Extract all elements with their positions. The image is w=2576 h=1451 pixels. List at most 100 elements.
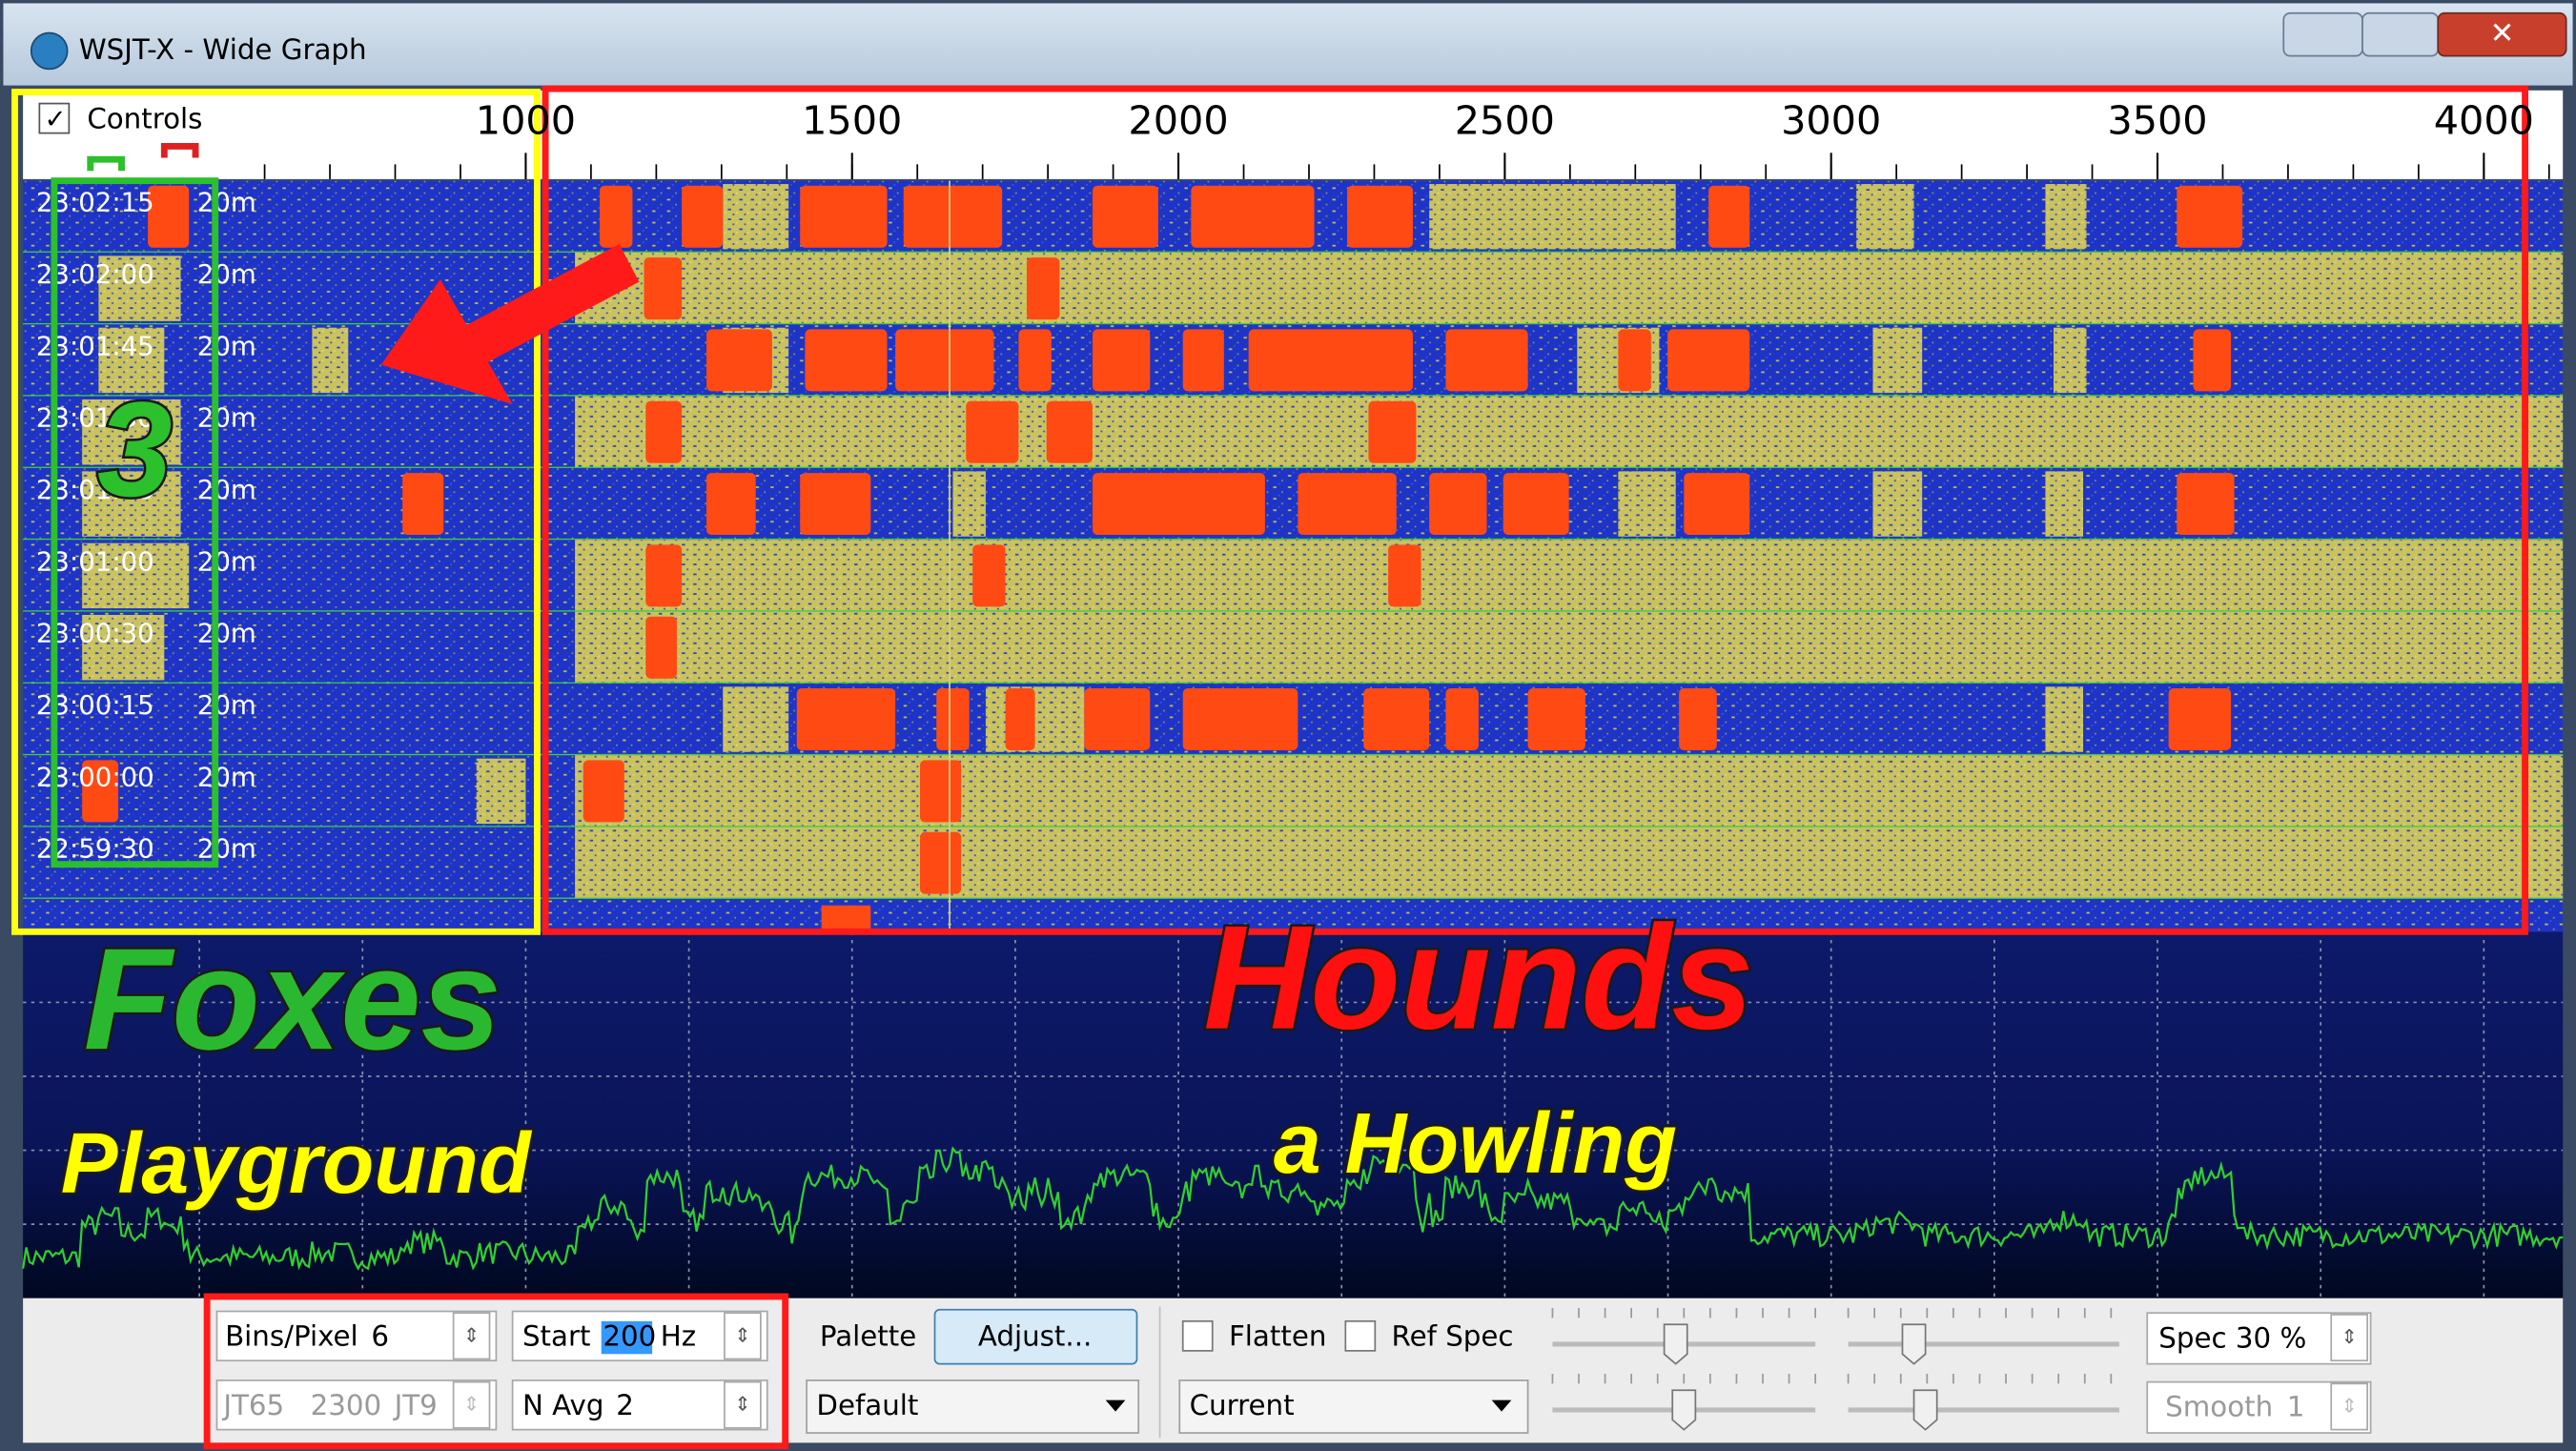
app-icon xyxy=(31,32,68,69)
band-label: 20m xyxy=(197,330,256,361)
strong-signal xyxy=(1047,401,1093,463)
close-icon: ✕ xyxy=(2489,16,2514,51)
signal-band xyxy=(2045,686,2083,751)
signal-band xyxy=(575,612,2563,684)
signal-band xyxy=(723,184,788,249)
strong-signal xyxy=(797,688,895,750)
strong-signal xyxy=(1093,186,1158,248)
wide-graph-window: WSJT-X - Wide Graph ✕ ✓ Controls 23:02:1… xyxy=(0,0,2576,1451)
start-unit: Hz xyxy=(661,1320,696,1353)
strong-signal xyxy=(1429,473,1486,535)
spinner-arrows: ⇕ xyxy=(2341,1325,2358,1348)
slider-handle[interactable] xyxy=(1665,1324,1687,1363)
strong-signal xyxy=(1298,473,1396,535)
strong-signal xyxy=(822,906,871,932)
band-label: 20m xyxy=(197,187,256,218)
strong-signal xyxy=(1667,329,1749,391)
strong-signal xyxy=(966,401,1018,463)
strong-signal xyxy=(1368,401,1416,463)
strong-signal xyxy=(1249,329,1413,391)
n-avg-label: N Avg xyxy=(522,1389,603,1421)
bins-pixel-label: Bins/Pixel xyxy=(225,1320,358,1353)
signal-band xyxy=(1856,184,1913,249)
strong-signal xyxy=(920,832,961,894)
mode-right: JT9 xyxy=(393,1389,438,1421)
strong-signal xyxy=(600,186,632,248)
strong-signal xyxy=(1006,688,1035,750)
strong-signal xyxy=(1503,473,1569,535)
maximize-button[interactable] xyxy=(2362,13,2438,56)
flatten-checkbox[interactable] xyxy=(1183,1321,1213,1351)
spec-label: Spec 30 % xyxy=(2158,1321,2306,1354)
strong-signal xyxy=(1191,186,1314,248)
slider-handle[interactable] xyxy=(1914,1390,1937,1429)
strong-signal xyxy=(920,760,961,822)
bins-pixel-value: 6 xyxy=(371,1320,389,1353)
smooth-label: Smooth xyxy=(2165,1391,2273,1423)
strong-signal xyxy=(706,473,756,535)
strong-signal xyxy=(1084,688,1150,750)
strong-signal xyxy=(1018,329,1051,391)
strong-signal xyxy=(1445,329,1527,391)
strong-signal xyxy=(1679,688,1717,750)
signal-band xyxy=(2045,184,2086,249)
strong-signal xyxy=(1183,688,1298,750)
strong-signal xyxy=(1027,257,1059,319)
foxes-label: Foxes xyxy=(84,919,501,1080)
title-bar xyxy=(3,3,2572,85)
signal-band xyxy=(1872,471,1922,536)
slot-count: 3 xyxy=(97,374,173,524)
mode-split: 2300 xyxy=(311,1389,382,1421)
spinner-arrows: ⇕ xyxy=(734,1323,750,1346)
page: WSJT-X - Wide Graph ✕ ✓ Controls 23:02:1… xyxy=(0,0,2576,1451)
strong-signal xyxy=(1388,544,1421,606)
signal-band xyxy=(1618,471,1675,536)
adjust-button-label: Adjust... xyxy=(978,1320,1092,1353)
band-label: 20m xyxy=(197,474,256,505)
band-label: 20m xyxy=(197,618,256,649)
signal-band xyxy=(575,253,2563,324)
window-title: WSJT-X - Wide Graph xyxy=(79,33,367,66)
strong-signal xyxy=(800,473,870,535)
strong-signal xyxy=(2177,473,2234,535)
strong-signal xyxy=(1347,186,1413,248)
band-label: 20m xyxy=(197,689,256,721)
band-label: 20m xyxy=(197,402,256,434)
slider-handle[interactable] xyxy=(1902,1324,1925,1363)
slider-handle[interactable] xyxy=(1672,1390,1695,1429)
strong-signal xyxy=(682,186,723,248)
start-label: Start xyxy=(522,1320,591,1353)
frequency-label: 1500 xyxy=(802,97,902,143)
band-label: 20m xyxy=(197,833,256,865)
strong-signal xyxy=(805,329,887,391)
n-avg-value: 2 xyxy=(616,1389,634,1421)
signal-band xyxy=(312,328,348,393)
strong-signal xyxy=(706,329,772,391)
strong-signal xyxy=(1684,473,1749,535)
strong-signal xyxy=(1093,329,1150,391)
ref-spec-checkbox[interactable] xyxy=(1345,1321,1375,1351)
strong-signal xyxy=(972,544,1005,606)
start-value: 200 xyxy=(603,1320,656,1353)
signal-band xyxy=(575,755,2563,827)
strong-signal xyxy=(1093,473,1265,535)
strong-signal xyxy=(2193,329,2231,391)
frequency-label: 1000 xyxy=(476,97,576,143)
frequency-label: 2000 xyxy=(1128,97,1228,143)
flatten-label: Flatten xyxy=(1229,1320,1326,1353)
strong-signal xyxy=(904,186,1002,248)
ref-spec-label: Ref Spec xyxy=(1392,1320,1514,1353)
strong-signal xyxy=(2177,186,2242,248)
mode-left: JT65 xyxy=(221,1389,284,1421)
strong-signal xyxy=(1708,186,1749,248)
signal-band xyxy=(952,471,985,536)
strong-signal xyxy=(1445,688,1478,750)
band-label: 20m xyxy=(197,761,256,792)
minimize-button[interactable] xyxy=(2283,13,2362,56)
signal-band xyxy=(575,540,2563,611)
signal-band xyxy=(575,828,2563,899)
check-mark: ✓ xyxy=(45,103,67,134)
strong-signal xyxy=(644,257,683,319)
signal-band xyxy=(2045,471,2083,536)
strong-signal xyxy=(402,473,443,535)
